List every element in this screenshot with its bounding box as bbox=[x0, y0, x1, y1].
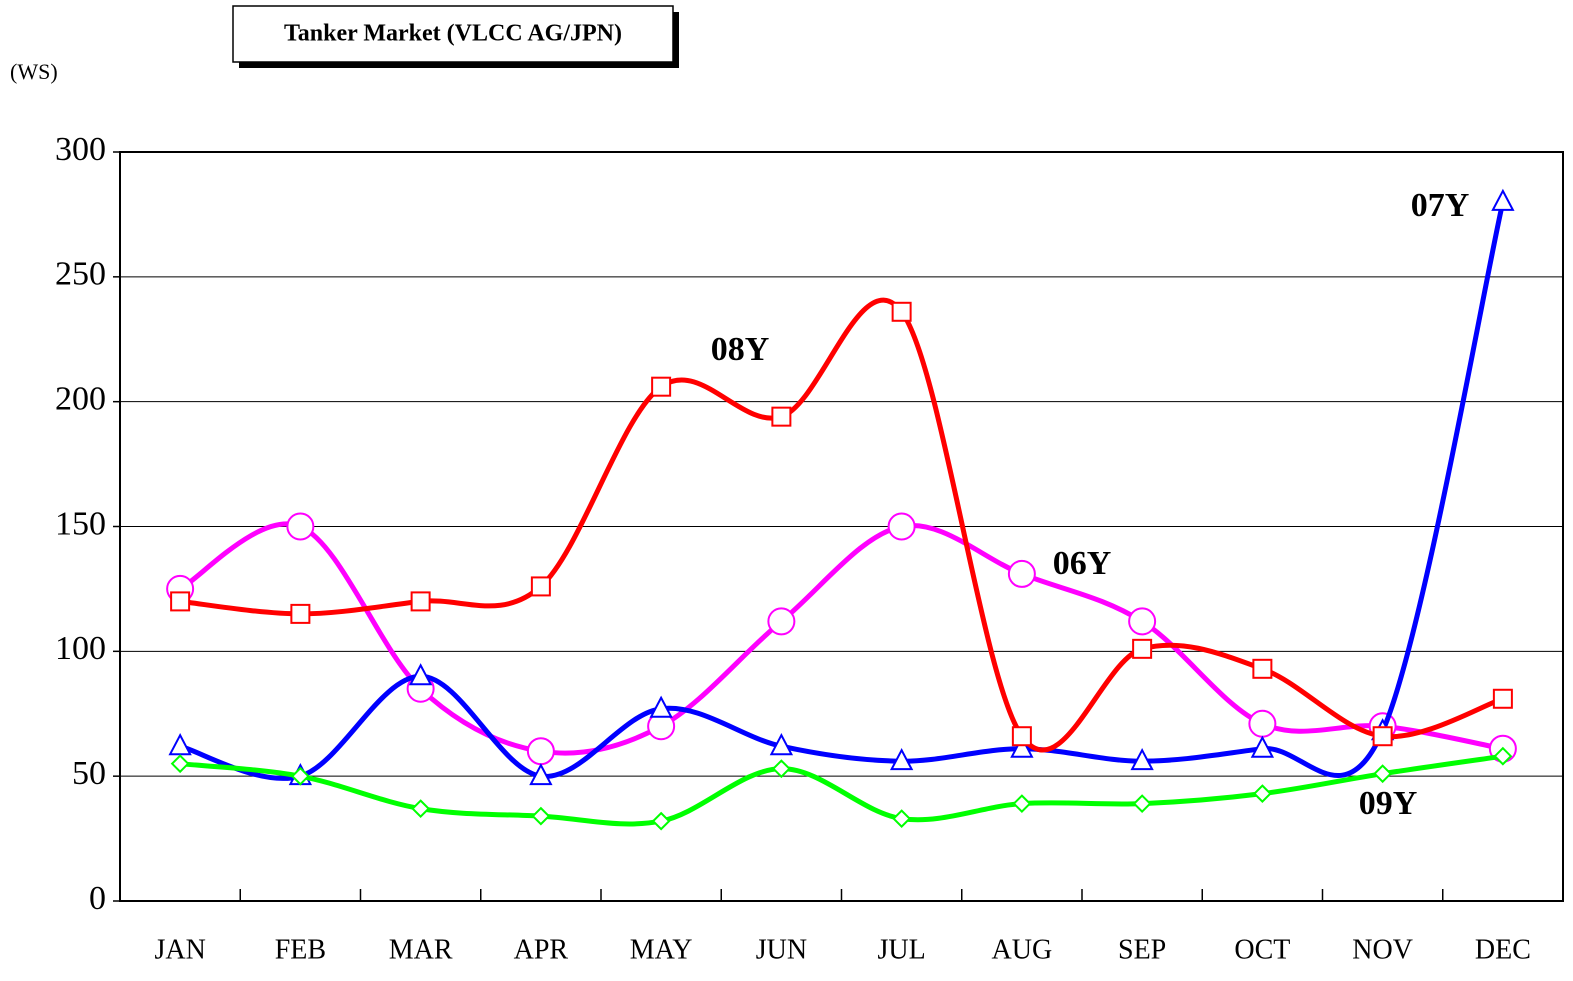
y-tick-label: 0 bbox=[89, 880, 106, 917]
x-tick-label: DEC bbox=[1475, 934, 1531, 965]
marker bbox=[170, 754, 190, 774]
marker bbox=[651, 376, 672, 397]
title-box bbox=[232, 5, 674, 63]
marker bbox=[408, 663, 433, 686]
marker bbox=[767, 607, 796, 636]
x-tick-label: NOV bbox=[1352, 934, 1413, 965]
marker bbox=[1132, 638, 1153, 659]
marker bbox=[290, 766, 310, 786]
y-tick-label: 250 bbox=[55, 256, 106, 293]
marker bbox=[769, 733, 794, 756]
marker bbox=[168, 733, 192, 756]
series-label: 08Y bbox=[711, 331, 770, 368]
marker bbox=[1491, 188, 1515, 211]
marker bbox=[651, 811, 671, 831]
marker bbox=[411, 799, 431, 819]
marker bbox=[410, 591, 431, 612]
marker bbox=[1011, 726, 1032, 747]
marker bbox=[1132, 794, 1152, 814]
marker bbox=[1012, 794, 1032, 814]
marker bbox=[649, 695, 673, 718]
marker bbox=[1248, 709, 1277, 738]
marker bbox=[1252, 658, 1273, 679]
x-tick-label: APR bbox=[514, 934, 569, 965]
y-tick-label: 100 bbox=[55, 630, 106, 667]
x-tick-label: AUG bbox=[992, 934, 1053, 965]
marker bbox=[530, 576, 551, 597]
x-tick-label: MAR bbox=[389, 934, 453, 965]
marker bbox=[1372, 726, 1393, 747]
y-axis-label: (WS) bbox=[10, 59, 58, 84]
marker bbox=[1010, 735, 1034, 758]
chart-title: Tanker Market (VLCC AG/JPN) bbox=[284, 21, 622, 47]
marker bbox=[1493, 746, 1513, 766]
marker bbox=[529, 763, 553, 786]
y-tick-label: 300 bbox=[55, 131, 106, 168]
marker bbox=[771, 759, 791, 779]
series-line bbox=[179, 297, 1504, 753]
x-tick-label: JAN bbox=[154, 934, 205, 965]
x-tick-label: OCT bbox=[1234, 934, 1290, 965]
marker bbox=[1252, 784, 1272, 804]
marker bbox=[892, 809, 912, 829]
marker bbox=[286, 512, 315, 541]
marker bbox=[771, 406, 792, 427]
marker bbox=[1492, 688, 1513, 709]
x-tick-label: FEB bbox=[275, 934, 326, 965]
marker bbox=[531, 806, 551, 826]
x-tick-label: JUN bbox=[756, 934, 807, 965]
marker bbox=[891, 301, 912, 322]
y-tick-label: 150 bbox=[55, 505, 106, 542]
series-line bbox=[178, 521, 1504, 756]
marker bbox=[1007, 559, 1036, 588]
x-tick-label: MAY bbox=[630, 934, 693, 965]
marker bbox=[526, 737, 555, 766]
series-label: 09Y bbox=[1359, 785, 1418, 822]
series-label: 06Y bbox=[1053, 545, 1112, 582]
marker bbox=[1128, 607, 1157, 636]
marker bbox=[290, 603, 311, 624]
y-tick-label: 200 bbox=[55, 380, 106, 417]
x-tick-label: JUL bbox=[878, 934, 926, 965]
y-tick-label: 50 bbox=[72, 755, 106, 792]
marker bbox=[170, 591, 191, 612]
marker bbox=[1130, 748, 1154, 771]
marker bbox=[1250, 735, 1275, 758]
x-tick-label: SEP bbox=[1118, 934, 1166, 965]
series-line bbox=[179, 753, 1504, 827]
marker bbox=[889, 748, 914, 771]
marker bbox=[1373, 764, 1393, 784]
series-label: 07Y bbox=[1411, 187, 1470, 224]
marker bbox=[887, 512, 916, 541]
